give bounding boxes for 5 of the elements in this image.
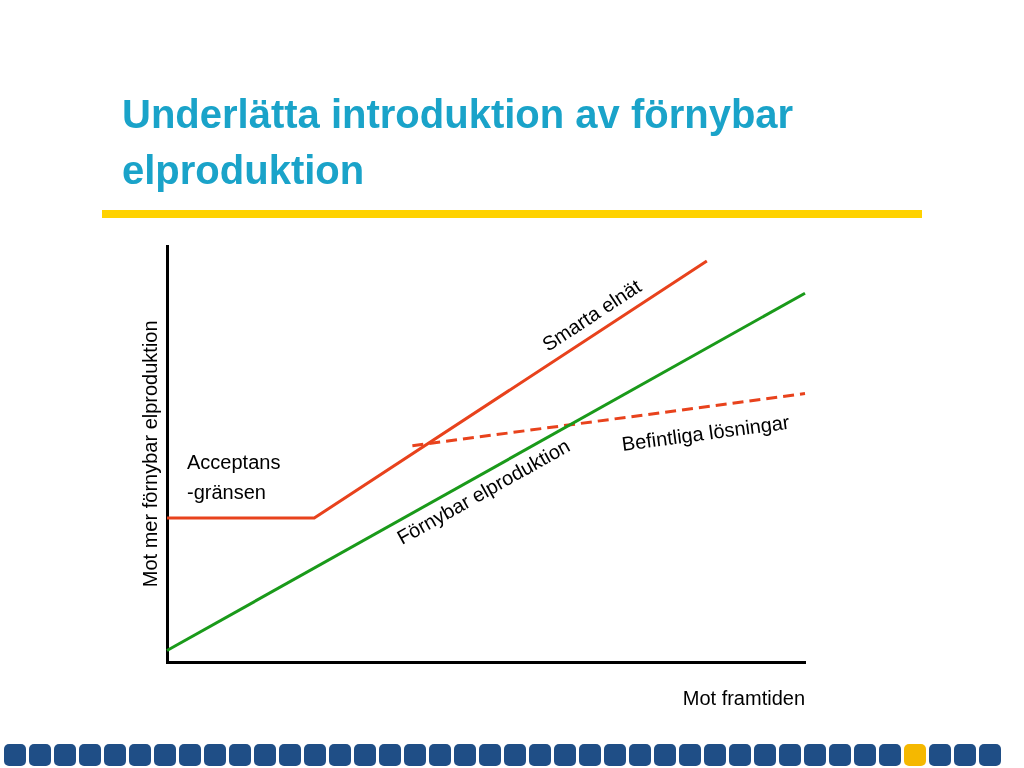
chart-title: Underlätta introduktion av förnybar elproduktion: [122, 91, 795, 194]
x-axis-title: Mot framtiden: [682, 686, 805, 709]
y-axis-title: Mot mer förnybar elproduktion: [138, 320, 161, 588]
text: Befintliga lösningar: [620, 410, 792, 455]
annotation: Acceptans -gränsen: [187, 450, 281, 503]
